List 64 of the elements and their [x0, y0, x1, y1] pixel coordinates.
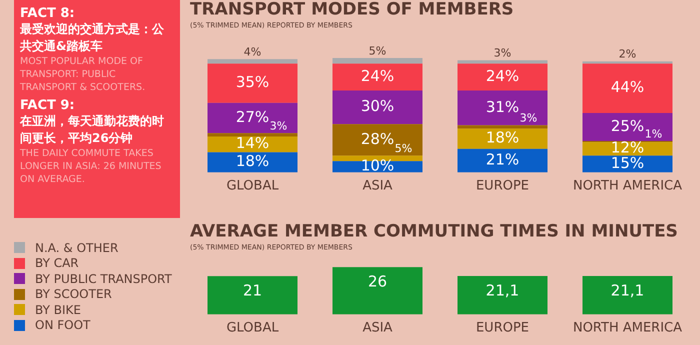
bar — [332, 64, 422, 91]
data-label: 18% — [486, 128, 520, 147]
legend-label: BY SCOOTER — [35, 287, 112, 302]
x-tick-label: GLOBAL — [226, 178, 280, 194]
text: THE DAILY COMMUTE TAKES LONGER IN ASIA: 26 MINUTES ON AVERAGE. — [20, 147, 162, 186]
data-label: 2% — [618, 48, 636, 61]
text: 最受欢迎的交通方式是：公共交通&踏板车 — [20, 21, 165, 55]
bar — [332, 124, 422, 156]
data-label: 21,1 — [486, 281, 520, 300]
x-tick-label: ASIA — [362, 178, 393, 194]
data-label: 21 — [242, 282, 262, 300]
data-label: 5% — [394, 142, 412, 155]
x-tick-label: ASIA — [362, 320, 393, 336]
bar — [458, 60, 548, 64]
data-label: 21% — [486, 150, 520, 169]
data-label: 35% — [236, 73, 270, 92]
data-label: 18% — [236, 152, 270, 170]
data-label: 3% — [520, 112, 538, 125]
data-label: 31% — [486, 98, 520, 116]
data-label: 3% — [270, 120, 288, 132]
bar — [332, 58, 422, 64]
bar — [458, 64, 548, 91]
data-label: 24% — [360, 66, 394, 85]
legend-label: BY CAR — [35, 256, 79, 270]
data-label: 3% — [494, 46, 512, 60]
data-label: 27% — [236, 108, 270, 126]
data-label: 24% — [486, 66, 520, 85]
chart-title: AVERAGE MEMBER COMMUTING TIMES IN MINUTES — [190, 222, 678, 242]
data-label: 14% — [236, 134, 270, 152]
chart-title: TRANSPORT MODES OF MEMBERS — [190, 0, 514, 20]
bar — [208, 152, 298, 172]
data-label: 28% — [360, 130, 394, 148]
data-label: 10% — [360, 156, 394, 175]
text: FACT 9: — [20, 98, 76, 113]
bar — [458, 128, 548, 149]
x-tick-label: EUROPE — [476, 178, 530, 194]
x-tick-label: NORTH AMERICA — [572, 178, 682, 194]
data-label: 26 — [368, 272, 388, 290]
text: 在亚洲，每天通勤花费的时间更长，平均26分钟 — [20, 113, 165, 147]
data-label: 4% — [244, 45, 262, 58]
legend-label: BY BIKE — [35, 302, 81, 317]
bar — [208, 64, 298, 103]
data-label: 30% — [360, 97, 394, 116]
data-label: 44% — [610, 78, 644, 96]
text: MOST POPULAR MODE OF TRANSPORT: PUBLIC TRANSPORT & SCOOTERS. — [20, 55, 146, 94]
x-tick-label: GLOBAL — [226, 320, 280, 336]
legend-label: ON FOOT — [35, 318, 90, 332]
x-tick-label: EUROPE — [476, 320, 530, 336]
legend-label: N.A. & OTHER — [35, 240, 118, 255]
x-tick-label: NORTH AMERICA — [572, 320, 682, 336]
bar — [208, 133, 298, 137]
data-label: 1% — [644, 127, 662, 140]
bar — [458, 90, 548, 126]
legend-label: BY PUBLIC TRANSPORT — [35, 272, 172, 286]
data-label: 5% — [368, 44, 386, 58]
bar — [208, 59, 298, 64]
bar — [458, 148, 548, 172]
text: FACT 8: — [20, 6, 76, 21]
bar — [332, 90, 422, 124]
data-label: 25% — [610, 116, 644, 135]
data-label: 21,1 — [610, 281, 644, 300]
bar — [208, 102, 298, 134]
bar — [582, 112, 672, 141]
bar — [582, 64, 672, 113]
